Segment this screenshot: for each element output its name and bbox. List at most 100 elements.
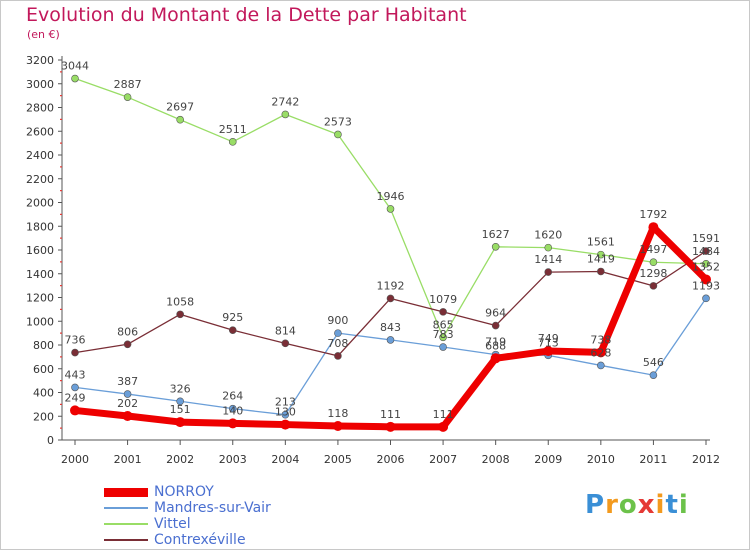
y-tick-label: 2400 <box>26 149 54 162</box>
data-point <box>648 222 659 233</box>
data-label: 1484 <box>692 245 720 258</box>
data-point <box>228 138 237 146</box>
data-point <box>71 383 79 392</box>
x-tick-label: 2002 <box>166 453 194 466</box>
data-point <box>123 340 132 349</box>
logo-letter: x <box>637 490 656 520</box>
data-point <box>439 343 447 351</box>
data-point <box>281 339 290 348</box>
logo-letter: i <box>655 490 666 520</box>
series-line <box>74 297 707 416</box>
y-tick-label: 0 <box>47 434 54 447</box>
y-tick-label: 2000 <box>26 197 54 210</box>
data-label: 1497 <box>639 243 667 256</box>
data-point <box>543 346 554 357</box>
y-tick-label: 2800 <box>26 102 54 115</box>
data-point <box>332 420 343 431</box>
data-point <box>439 333 447 342</box>
y-tick-label: 400 <box>33 387 54 400</box>
y-tick-label: 1200 <box>26 292 54 305</box>
data-label: 387 <box>117 375 138 388</box>
data-label: 130 <box>275 406 296 419</box>
legend-swatch <box>104 487 148 497</box>
x-tick-label: 2000 <box>61 453 89 466</box>
data-label: 749 <box>538 332 559 345</box>
data-label: 1079 <box>429 293 457 306</box>
data-label: 964 <box>485 307 506 320</box>
data-point <box>491 242 500 251</box>
x-tick-label: 2012 <box>692 453 720 466</box>
data-label: 2742 <box>271 95 299 108</box>
y-tick-label: 3000 <box>26 78 54 91</box>
x-tick-label: 2006 <box>377 453 405 466</box>
data-point <box>71 74 79 83</box>
data-label: 783 <box>433 328 454 341</box>
y-tick-label: 200 <box>33 410 54 423</box>
data-point <box>334 329 342 337</box>
data-label: 806 <box>117 325 138 338</box>
x-tick-label: 2005 <box>324 453 352 466</box>
data-point <box>281 110 290 119</box>
legend-swatch <box>104 507 148 509</box>
legend-label: Mandres-sur-Vair <box>154 500 271 516</box>
data-label: 925 <box>222 311 243 324</box>
data-label: 326 <box>170 382 191 395</box>
data-point <box>491 321 500 330</box>
legend-label: Vittel <box>154 516 191 532</box>
x-tick-label: 2001 <box>114 453 142 466</box>
legend-swatch <box>104 523 148 525</box>
chart-title: Evolution du Montant de la Dette par Hab… <box>26 4 467 26</box>
x-tick-label: 2011 <box>639 453 667 466</box>
data-label: 1627 <box>482 228 510 241</box>
data-point <box>595 347 606 358</box>
data-label: 1591 <box>692 232 720 245</box>
data-label: 151 <box>170 403 191 416</box>
data-label: 1561 <box>587 236 615 249</box>
legend-label: Contrexéville <box>154 532 246 548</box>
data-label: 713 <box>538 336 559 349</box>
data-point <box>228 326 237 334</box>
logo-letter: o <box>618 490 638 520</box>
x-tick-label: 2003 <box>219 453 247 466</box>
legend: NORROY Mandres-sur-Vair Vittel Contrexévill… <box>104 484 424 548</box>
data-point <box>544 268 553 276</box>
data-label: 1058 <box>166 295 194 308</box>
data-point <box>122 411 133 422</box>
data-point <box>490 353 501 364</box>
data-point <box>70 405 80 416</box>
logo-letter: r <box>605 490 619 520</box>
data-point <box>281 410 290 419</box>
data-point <box>228 404 237 413</box>
legend-swatch <box>104 539 148 541</box>
x-tick-label: 2007 <box>429 453 457 466</box>
data-label: 1193 <box>692 279 720 292</box>
logo-letter: t <box>665 490 679 520</box>
data-label: 546 <box>643 356 664 369</box>
data-label: 688 <box>485 339 506 352</box>
data-point <box>649 282 658 290</box>
legend-item: Contrexéville <box>104 532 424 548</box>
data-label: 443 <box>65 368 86 381</box>
logo-letter: i <box>678 490 689 520</box>
data-label: 736 <box>65 334 86 347</box>
data-point <box>123 390 132 398</box>
data-label: 264 <box>222 390 243 403</box>
data-label: 865 <box>433 318 454 331</box>
x-tick-label: 2010 <box>587 453 615 466</box>
x-tick-label: 2009 <box>534 453 562 466</box>
legend-item: Vittel <box>104 516 424 532</box>
logo-letter: P <box>585 490 606 520</box>
proxiti-logo: Proxiti <box>585 490 689 520</box>
data-point <box>702 294 710 303</box>
data-label: 1192 <box>377 279 405 292</box>
data-label: 1792 <box>639 208 667 221</box>
y-tick-label: 1400 <box>26 268 54 281</box>
data-point <box>123 93 132 101</box>
data-label: 202 <box>117 397 138 410</box>
data-point <box>386 294 395 303</box>
data-label: 2511 <box>219 123 247 136</box>
x-tick-label: 2008 <box>482 453 510 466</box>
legend-label: NORROY <box>154 484 214 500</box>
chart-unit: (en €) <box>27 28 60 41</box>
